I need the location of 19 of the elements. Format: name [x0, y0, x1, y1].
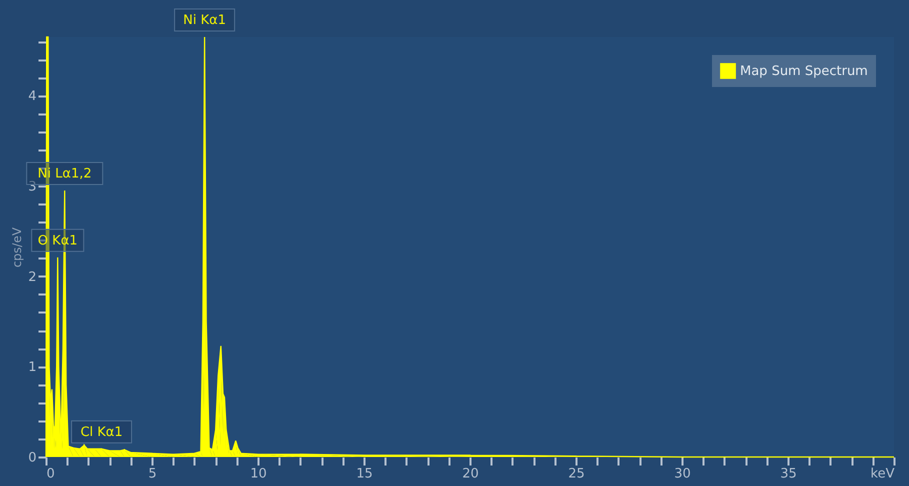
- x-tick-label: 30: [674, 466, 691, 482]
- y-axis-title: cps/eV: [10, 226, 24, 268]
- x-tick-label: 10: [250, 466, 267, 482]
- annotation: Ni Lα1,2: [38, 166, 92, 182]
- x-tick-label: 15: [356, 466, 373, 482]
- y-tick-label: 1: [28, 360, 36, 376]
- annotation: O Kα1: [38, 233, 78, 248]
- x-tick-label: 20: [462, 466, 479, 482]
- x-tick-label: 25: [568, 466, 585, 482]
- y-tick-label: 4: [28, 89, 36, 104]
- x-tick-label: 35: [780, 466, 797, 482]
- x-tick-label: keV: [870, 466, 895, 482]
- annotation: Cl Kα1: [80, 424, 123, 440]
- y-tick-label: 0: [28, 450, 36, 466]
- y-tick-label: 2: [28, 270, 36, 285]
- x-tick-label: 0: [46, 466, 55, 482]
- annotation: Ni Kα1: [183, 13, 226, 28]
- legend-label: Map Sum Spectrum: [740, 64, 868, 79]
- x-tick-label: 5: [148, 466, 157, 482]
